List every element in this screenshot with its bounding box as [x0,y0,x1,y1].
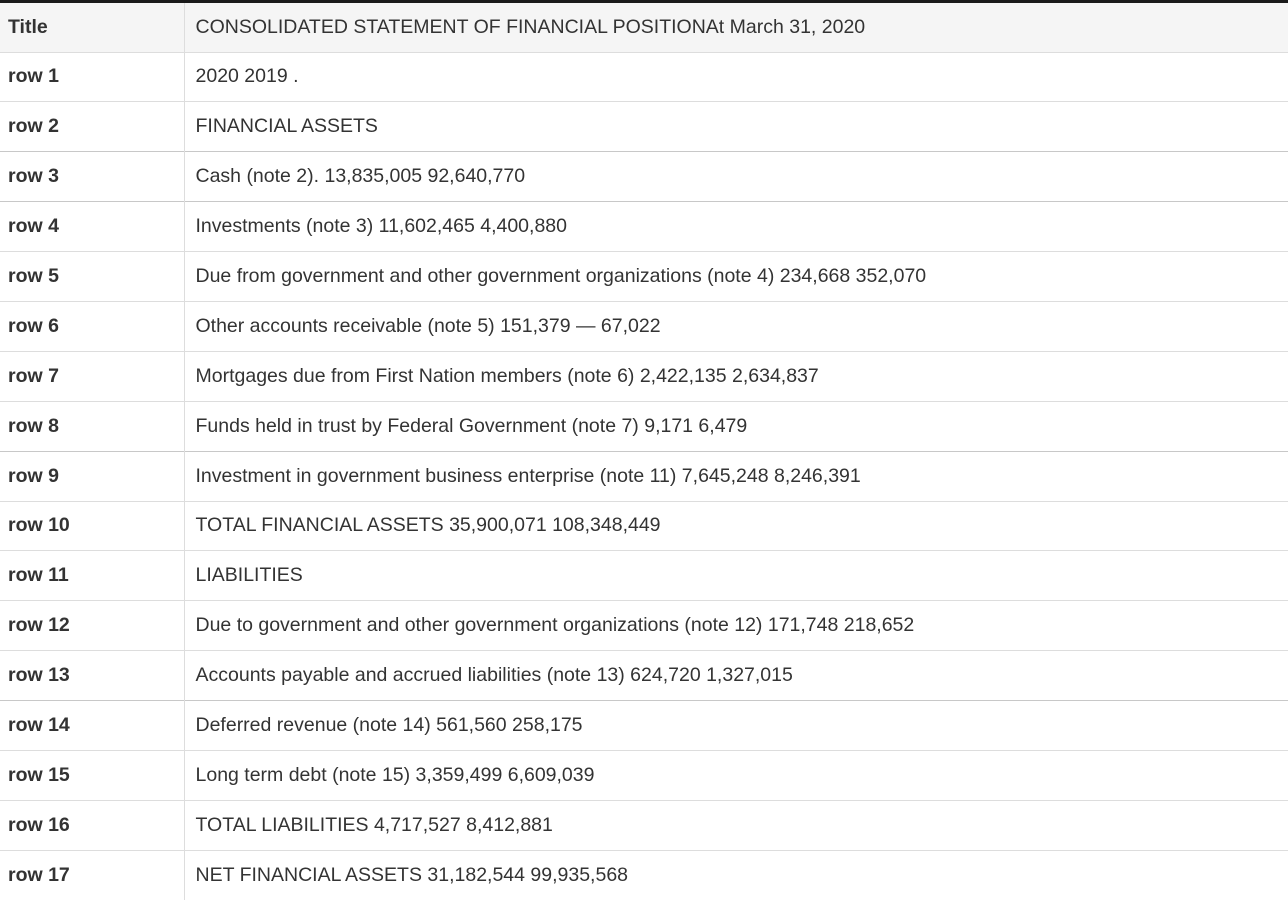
row-label: row 7 [0,350,185,402]
table-row: row 6 Other accounts receivable (note 5)… [0,300,1288,352]
row-label: row 17 [0,849,185,901]
top-rule [0,0,1288,3]
row-label: row 15 [0,749,185,801]
row-label: row 3 [0,151,185,202]
table-row: row 2 FINANCIAL ASSETS [0,101,1288,152]
table-row: row 15 Long term debt (note 15) 3,359,49… [0,749,1288,801]
table-header-row: Title CONSOLIDATED STATEMENT OF FINANCIA… [0,3,1288,52]
table-row: row 5 Due from government and other gove… [0,251,1288,302]
row-value: Deferred revenue (note 14) 561,560 258,1… [184,700,1288,751]
table-row: row 14 Deferred revenue (note 14) 561,56… [0,700,1288,751]
row-value: Mortgages due from First Nation members … [184,350,1288,402]
row-label: row 6 [0,300,185,352]
row-value: NET FINANCIAL ASSETS 31,182,544 99,935,5… [184,849,1288,901]
row-label: row 11 [0,550,185,601]
table-row: row 17 NET FINANCIAL ASSETS 31,182,544 9… [0,849,1288,901]
row-value: 2020 2019 . [184,51,1288,102]
row-label: row 14 [0,700,185,751]
table-row: row 1 2020 2019 . [0,51,1288,102]
row-value: LIABILITIES [184,550,1288,601]
statement-table-container: Title CONSOLIDATED STATEMENT OF FINANCIA… [0,3,1288,901]
row-value: Investments (note 3) 11,602,465 4,400,88… [184,201,1288,252]
row-label: row 10 [0,500,185,551]
row-label: row 16 [0,799,185,851]
table-row: row 3 Cash (note 2). 13,835,005 92,640,7… [0,151,1288,202]
table-row: row 7 Mortgages due from First Nation me… [0,350,1288,402]
row-label: row 4 [0,201,185,252]
row-value: Other accounts receivable (note 5) 151,3… [184,300,1288,352]
row-label: row 1 [0,51,185,102]
row-label: row 5 [0,251,185,302]
row-value: Due to government and other government o… [184,600,1288,651]
row-value: FINANCIAL ASSETS [184,101,1288,152]
table-row: row 10 TOTAL FINANCIAL ASSETS 35,900,071… [0,500,1288,551]
row-label: row 2 [0,101,185,152]
row-label: row 12 [0,600,185,651]
table-row: row 4 Investments (note 3) 11,602,465 4,… [0,201,1288,252]
header-label-cell: Title [0,3,185,52]
row-label: row 8 [0,400,185,452]
table-row: row 11 LIABILITIES [0,550,1288,601]
row-value: TOTAL FINANCIAL ASSETS 35,900,071 108,34… [184,500,1288,551]
row-value: Due from government and other government… [184,251,1288,302]
row-value: Cash (note 2). 13,835,005 92,640,770 [184,151,1288,202]
row-value: Long term debt (note 15) 3,359,499 6,609… [184,749,1288,801]
header-value-cell: CONSOLIDATED STATEMENT OF FINANCIAL POSI… [195,15,866,38]
row-value: Funds held in trust by Federal Governmen… [184,400,1288,452]
row-value: TOTAL LIABILITIES 4,717,527 8,412,881 [184,799,1288,851]
row-label: row 9 [0,450,185,502]
table-row: row 8 Funds held in trust by Federal Gov… [0,400,1288,452]
table-row: row 16 TOTAL LIABILITIES 4,717,527 8,412… [0,799,1288,851]
row-value: Investment in government business enterp… [184,450,1288,502]
table-row: row 13 Accounts payable and accrued liab… [0,650,1288,701]
row-value: Accounts payable and accrued liabilities… [184,650,1288,701]
row-label: row 13 [0,650,185,701]
table-row: row 12 Due to government and other gover… [0,600,1288,651]
table-row: row 9 Investment in government business … [0,450,1288,502]
statement-table: Title CONSOLIDATED STATEMENT OF FINANCIA… [0,3,1288,901]
